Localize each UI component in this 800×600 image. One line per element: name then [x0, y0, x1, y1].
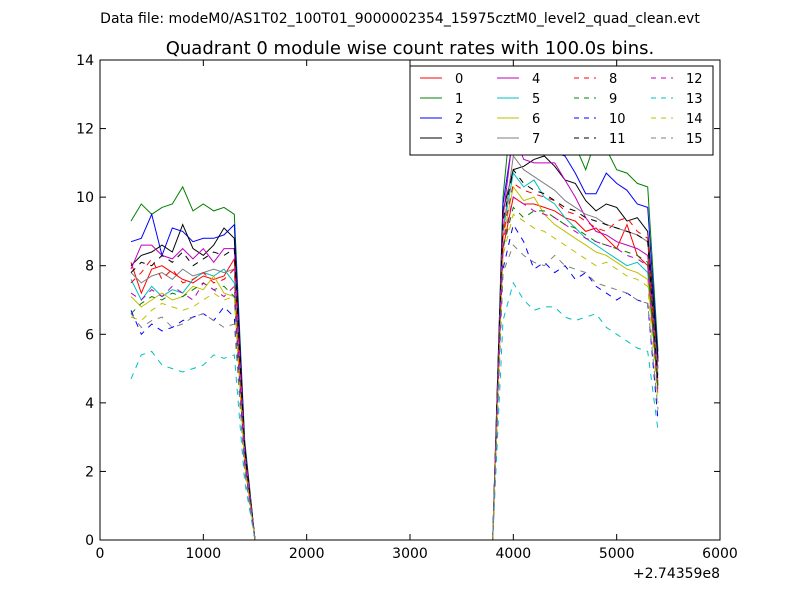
legend-label-10: 10 [609, 112, 626, 127]
series-line-9 [130, 206, 659, 541]
chart-title: Quadrant 0 module wise count rates with … [166, 38, 655, 59]
series-line-7 [130, 154, 659, 541]
y-tick-label: 8 [85, 259, 94, 275]
series-line-1 [130, 90, 659, 541]
legend-box [409, 65, 714, 156]
y-tick-label: 12 [76, 122, 94, 138]
legend-label-2: 2 [455, 112, 463, 127]
series-line-8 [130, 182, 659, 541]
y-tick-label: 14 [76, 53, 94, 69]
plot-lines [130, 90, 659, 541]
legend-label-8: 8 [609, 72, 617, 87]
legend-label-11: 11 [609, 132, 626, 147]
x-tick-label: 2000 [289, 546, 325, 562]
y-tick-label: 10 [76, 190, 94, 206]
legend-label-3: 3 [455, 132, 463, 147]
x-tick-label: 6000 [702, 546, 738, 562]
x-tick-label: 3000 [392, 546, 428, 562]
x-tick-label: 5000 [599, 546, 635, 562]
legend-label-1: 1 [455, 92, 463, 107]
series-line-11 [130, 168, 659, 541]
series-line-14 [130, 213, 659, 541]
legend-label-4: 4 [532, 72, 540, 87]
y-tick-label: 2 [85, 464, 94, 480]
series-line-4 [130, 131, 659, 541]
y-tick-label: 6 [85, 327, 94, 343]
series-line-2 [130, 134, 659, 541]
series-line-3 [130, 155, 659, 541]
legend-label-5: 5 [532, 92, 540, 107]
legend-label-15: 15 [686, 132, 703, 147]
x-offset-label: +2.74359e8 [633, 566, 720, 582]
chart-suptitle: Data file: modeM0/AS1T02_100T01_90000023… [100, 11, 700, 27]
legend-label-9: 9 [609, 92, 617, 107]
series-line-15 [130, 244, 659, 541]
x-tick-label: 1000 [186, 546, 222, 562]
legend-label-0: 0 [455, 72, 463, 87]
series-line-6 [130, 185, 659, 541]
legend-label-14: 14 [686, 112, 703, 127]
legend-label-13: 13 [686, 92, 703, 107]
y-tick-label: 0 [85, 533, 94, 549]
y-tick-label: 4 [85, 396, 94, 412]
series-line-5 [130, 171, 659, 541]
legend-label-7: 7 [532, 132, 540, 147]
series-line-13 [130, 281, 659, 541]
x-tick-label: 0 [96, 546, 105, 562]
legend-label-12: 12 [686, 72, 703, 87]
x-tick-label: 4000 [496, 546, 532, 562]
legend-label-6: 6 [532, 112, 540, 127]
series-line-10 [130, 223, 659, 541]
